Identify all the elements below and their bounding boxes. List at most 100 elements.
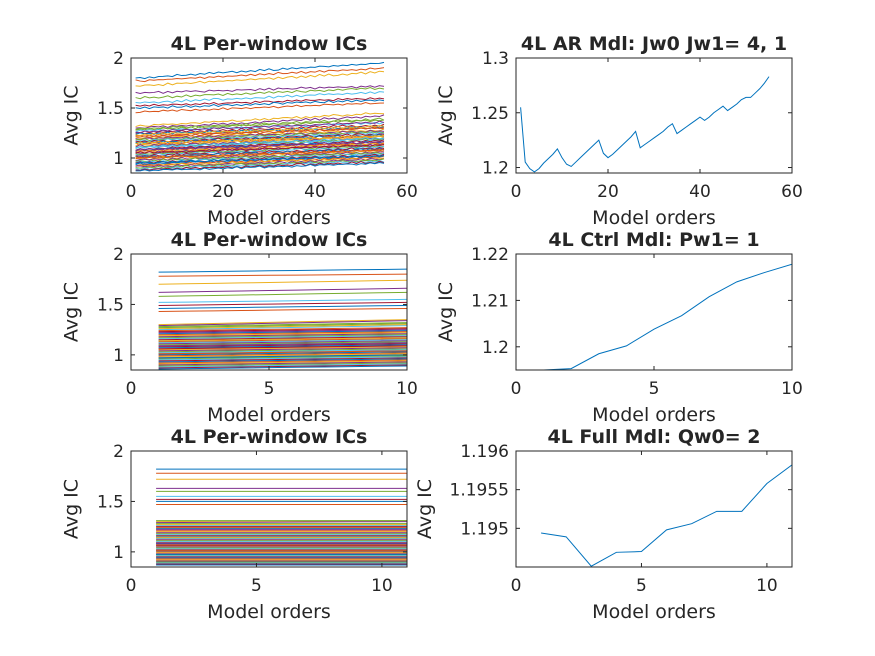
x-tick-label: 5 [264, 379, 275, 399]
series-line [158, 337, 407, 342]
y-tick-label: 1.22 [471, 245, 509, 265]
y-tick-label: 2 [113, 245, 124, 265]
series-line [158, 344, 407, 349]
series-line [135, 120, 385, 134]
x-axis-label: Model orders [592, 404, 716, 426]
data-lines [158, 268, 407, 370]
subplot-1: 0 20 40 60 1 1.5 2 4L Per-window ICs Model order… [61, 33, 418, 229]
axes-box [130, 450, 408, 568]
series-line [158, 325, 407, 331]
y-tick-label: 1 [113, 543, 124, 563]
x-tick-label: 60 [396, 182, 418, 202]
series-line [158, 332, 407, 337]
chart-title: 4L Per-window ICs [171, 33, 368, 55]
axes-box [130, 57, 408, 174]
y-tick-label: 1.5 [97, 99, 124, 119]
x-axis-label: Model orders [207, 601, 331, 623]
series-line [135, 135, 385, 146]
series-line [135, 117, 385, 131]
x-tick-label: 5 [251, 576, 262, 596]
series-line [158, 351, 407, 356]
plot-area [516, 451, 792, 567]
series-line [158, 354, 407, 359]
x-tick-label: 5 [636, 576, 647, 596]
series-line [158, 353, 407, 358]
series-line [158, 360, 407, 365]
x-tick-label: 10 [756, 576, 778, 596]
series-line [135, 85, 385, 95]
axes-box [515, 57, 793, 174]
series-line [158, 350, 407, 355]
series-line [135, 102, 385, 114]
series-line [135, 147, 385, 159]
series-line [135, 134, 385, 145]
series-line [135, 143, 385, 154]
plot-area [516, 254, 792, 370]
series-line [135, 91, 385, 104]
x-tick-label: 5 [649, 379, 660, 399]
x-tick-label: 10 [396, 379, 418, 399]
x-tick-label: 0 [126, 182, 137, 202]
series-line [158, 342, 407, 347]
series-line [135, 61, 385, 80]
y-tick-label: 1 [113, 346, 124, 366]
series-line [158, 273, 407, 277]
series-line [158, 329, 407, 334]
y-tick-label: 1.5 [97, 295, 124, 315]
series-line [158, 359, 407, 364]
y-tick-label: 1.1955 [450, 481, 509, 501]
series-line [135, 125, 385, 136]
series-line [158, 279, 407, 285]
subplot-2: 0 20 40 60 1.2 1.25 1.3 4L AR Mdl: Jw0 Jw1= 4, … [435, 33, 803, 229]
series-line [135, 142, 385, 154]
series-line [158, 328, 407, 333]
chart-title: 4L Ctrl Mdl: Pw1= 1 [548, 229, 759, 251]
x-axis-label: Model orders [592, 207, 716, 229]
y-tick-label: 1.3 [482, 49, 509, 69]
x-tick-label: 40 [304, 182, 326, 202]
x-tick-label: 20 [212, 182, 234, 202]
subplot-4: 0 5 10 1.2 1.21 1.22 4L Ctrl Mdl: Pw1= 1 Model … [435, 229, 803, 426]
y-tick-label: 1.196 [460, 442, 509, 462]
x-tick-label: 20 [597, 182, 619, 202]
x-tick-label: 10 [371, 576, 393, 596]
series-line [158, 324, 407, 330]
series-line [158, 339, 407, 344]
series-line [158, 304, 407, 309]
chart-title: 4L Per-window ICs [171, 229, 368, 251]
data-lines [135, 61, 385, 172]
series-line [158, 334, 407, 339]
y-tick-label: 2 [113, 49, 124, 69]
series-line [135, 67, 385, 83]
y-tick-label: 2 [113, 442, 124, 462]
series-line [135, 127, 385, 138]
series-line [135, 157, 385, 168]
x-tick-label: 10 [781, 379, 803, 399]
axes-box [515, 450, 793, 568]
series-line [158, 298, 407, 303]
series-line [158, 327, 407, 332]
series-line [158, 363, 407, 368]
x-tick-label: 40 [689, 182, 711, 202]
series-line [135, 135, 385, 147]
series-line [158, 357, 407, 362]
series-line [135, 70, 385, 87]
series-line [135, 99, 385, 110]
data-lines [543, 263, 792, 370]
series-line [158, 330, 407, 335]
series-line [158, 268, 407, 273]
series-line [135, 141, 385, 152]
series-line [158, 355, 407, 360]
series-line [158, 340, 407, 345]
subplot-3: 0 5 10 1 1.5 2 4L Per-window ICs Model orders Av… [61, 229, 418, 426]
series-line [135, 137, 385, 149]
series-line [135, 155, 385, 165]
y-tick-label: 1.25 [471, 104, 509, 124]
y-tick-label: 1.195 [460, 519, 509, 539]
series-line [158, 323, 407, 329]
series-line [158, 358, 407, 363]
series-line [135, 148, 385, 160]
data-lines [541, 464, 792, 567]
x-tick-label: 0 [126, 379, 137, 399]
